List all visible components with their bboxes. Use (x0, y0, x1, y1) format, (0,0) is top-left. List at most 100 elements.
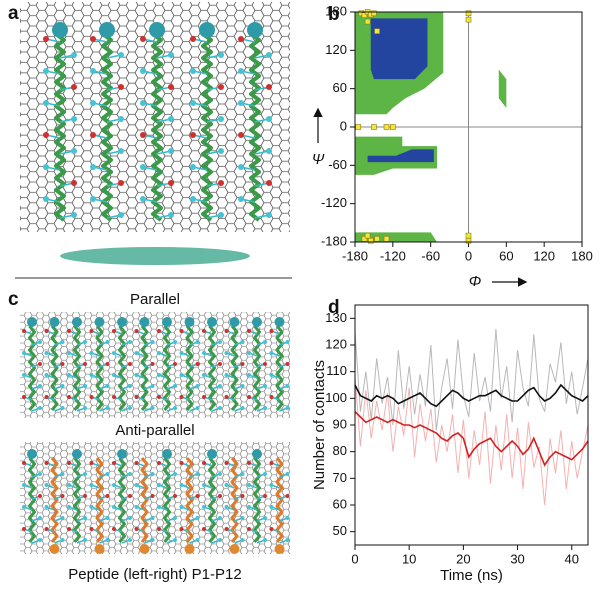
point (371, 10, 377, 17)
atom (240, 362, 245, 366)
x-axis-label: Φ (469, 273, 482, 290)
x-tick-label: 120 (533, 248, 555, 263)
atom (224, 351, 229, 355)
y-tick-label: 70 (333, 470, 347, 485)
density-region (367, 149, 434, 163)
atom (224, 483, 229, 487)
atom (247, 351, 251, 355)
terminal (229, 317, 240, 327)
atom (202, 505, 206, 509)
y-tick-label: -120 (321, 195, 347, 210)
peptide-backbone (28, 457, 36, 543)
atom (150, 494, 155, 498)
terminal (139, 544, 150, 554)
atom (263, 538, 267, 542)
atom (179, 395, 184, 399)
atom (44, 395, 49, 399)
terminal (94, 317, 105, 327)
atom (190, 196, 196, 202)
peptide-backbone (275, 457, 284, 543)
x-tick-label: -120 (380, 248, 406, 263)
atom (44, 505, 49, 509)
atom (266, 116, 272, 122)
peptide-backbone (118, 457, 126, 543)
atom (83, 384, 87, 388)
atom (247, 505, 251, 509)
peptide-backbone (275, 325, 284, 411)
atom (218, 180, 224, 186)
series-line (354, 328, 589, 431)
peptide-backbone (151, 32, 163, 222)
atom (269, 373, 274, 377)
atom (190, 164, 196, 170)
terminal (72, 449, 82, 459)
atom (118, 180, 124, 186)
atom (266, 52, 272, 58)
peptide-backbone (95, 325, 104, 411)
atom (112, 329, 116, 333)
point (371, 124, 377, 130)
atom (105, 362, 110, 366)
atom (202, 527, 206, 531)
atom (218, 538, 222, 542)
atom (218, 116, 224, 122)
atom (112, 505, 116, 509)
atom (173, 472, 177, 476)
atom (83, 494, 87, 498)
atom (179, 505, 184, 509)
atom (238, 164, 244, 170)
terminal (207, 449, 217, 459)
point (383, 124, 390, 130)
atom (173, 340, 177, 344)
x-tick-label: -60 (421, 248, 440, 263)
terminal (207, 317, 217, 327)
peptide-backbone (185, 457, 194, 543)
peptide-backbone (73, 325, 81, 411)
y-tick-label: 100 (325, 390, 347, 405)
atom (195, 406, 200, 410)
point (390, 124, 396, 130)
atom (67, 373, 71, 377)
x-axis-label: Time (ns) (440, 567, 503, 584)
point (465, 232, 472, 239)
terminal (149, 22, 165, 38)
atom (22, 329, 26, 333)
atom (89, 461, 94, 465)
atom (157, 373, 161, 377)
terminal (199, 22, 215, 38)
atom (22, 351, 26, 355)
atom (269, 329, 274, 333)
atom (168, 116, 174, 122)
terminal (49, 544, 60, 554)
atom (285, 362, 290, 366)
peptide-backbone (95, 457, 104, 543)
atom (157, 351, 161, 355)
atom (240, 406, 245, 410)
atom (134, 395, 139, 399)
x-tick-label: -180 (342, 248, 368, 263)
point (383, 236, 390, 242)
peptide-backbone (50, 457, 59, 543)
atom (150, 538, 155, 542)
atom (105, 384, 110, 388)
caption: Peptide (left-right) P1-P12 (68, 566, 241, 583)
atom (195, 538, 200, 542)
atom (118, 116, 124, 122)
atom (128, 384, 132, 388)
atom (195, 516, 200, 520)
graphene-lattice (20, 442, 290, 554)
atom (285, 516, 290, 520)
atom (263, 472, 267, 476)
atom (266, 212, 272, 218)
atom (134, 461, 139, 465)
atom (224, 505, 229, 509)
terminal (117, 449, 127, 459)
point (361, 12, 368, 18)
atom (218, 84, 224, 90)
caption: Parallel (130, 291, 180, 308)
atom (247, 329, 251, 333)
x-tick-label: 180 (571, 248, 593, 263)
atom (83, 340, 87, 344)
point (465, 16, 472, 23)
